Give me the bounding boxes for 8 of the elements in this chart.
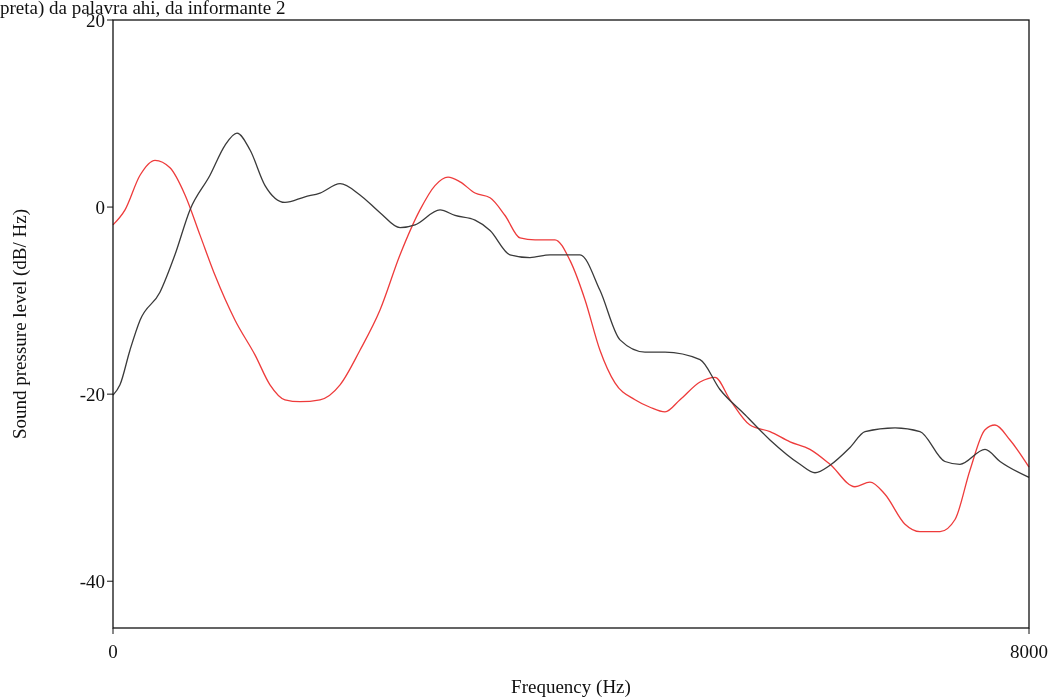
y-axis-title: Sound pressure level (dB/ Hz) [9,208,31,440]
y-tick-label: 0 [95,196,105,218]
x-tick-label: 8000 [1010,641,1048,662]
y-tick-label: -20 [79,383,105,405]
line-series [112,132,1030,479]
line-series [112,159,1030,533]
x-axis-title: Frequency (Hz) [511,676,631,697]
y-tick-label: -40 [79,570,105,592]
